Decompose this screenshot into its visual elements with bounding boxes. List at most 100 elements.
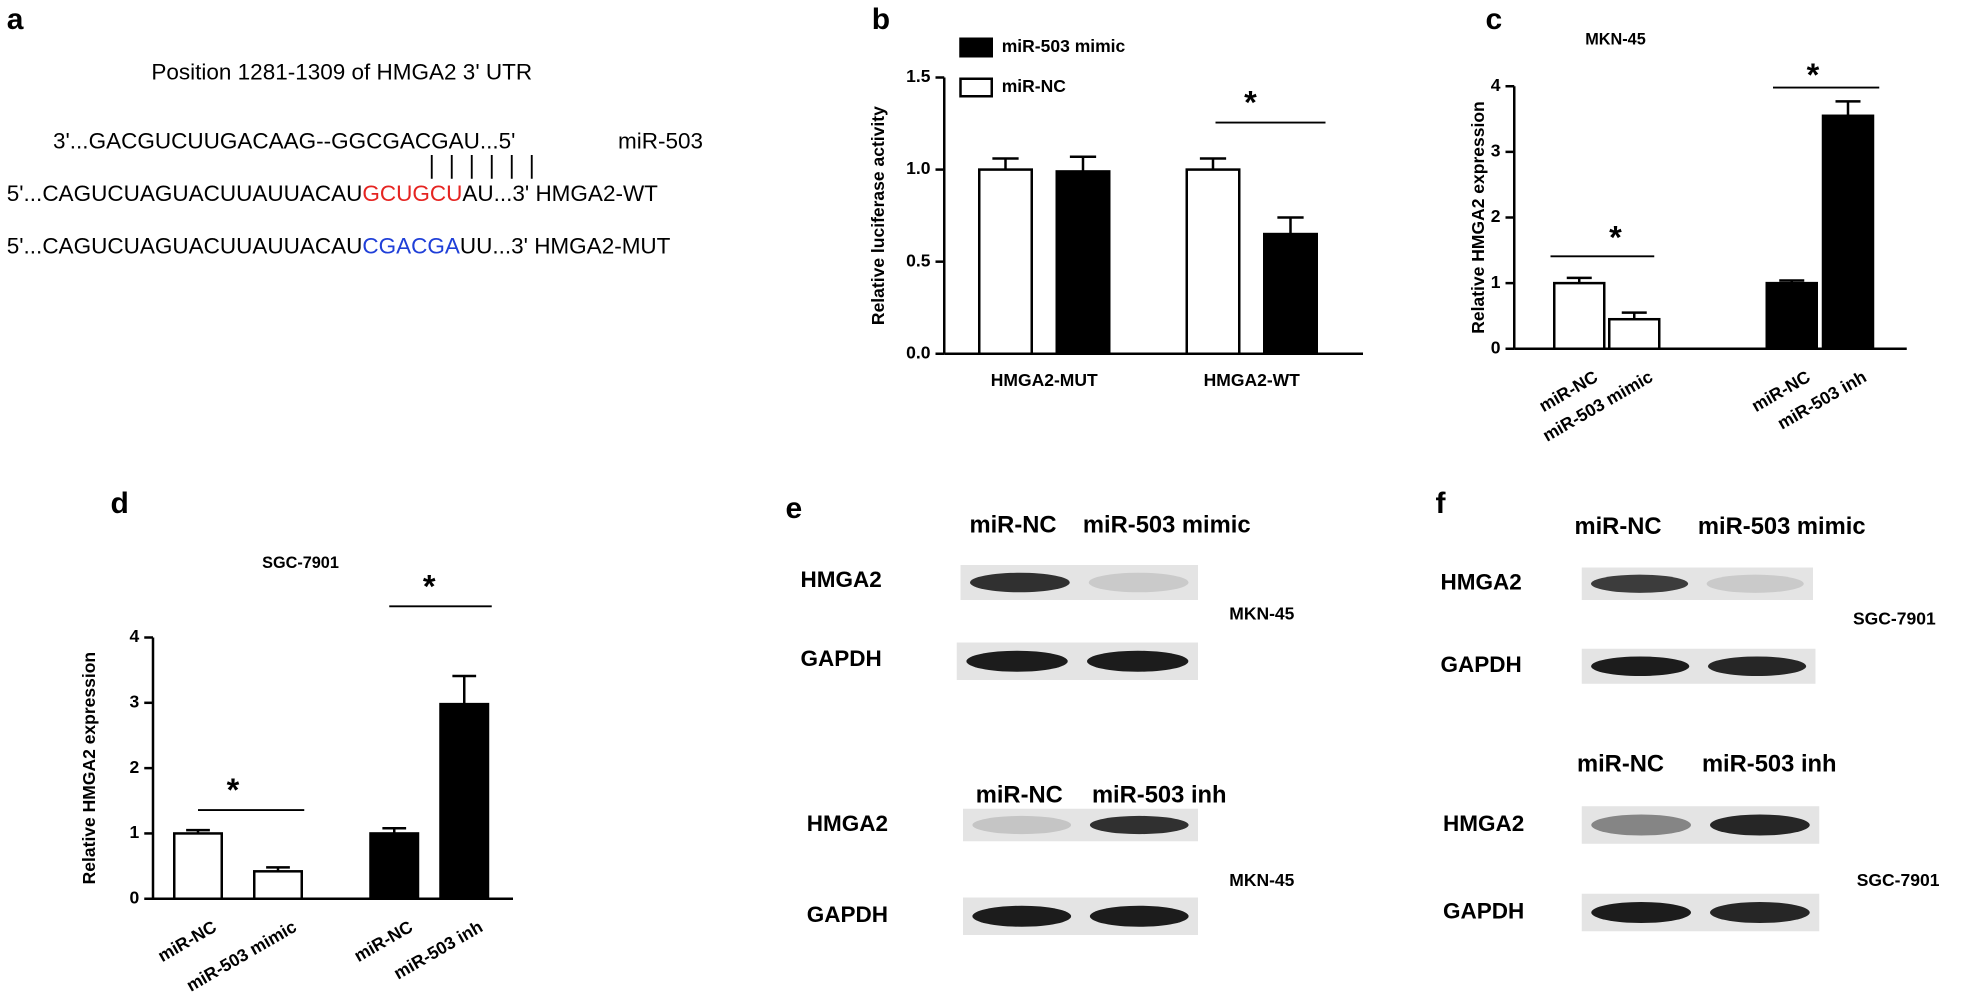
protein-label: GAPDH (807, 902, 888, 927)
y-axis-label: Relative HMGA2 expression (79, 652, 99, 884)
x-tick-label: miR-NC (154, 916, 220, 966)
cell-line-label: MKN-45 (1229, 604, 1294, 624)
wt-sequence: 5'...CAGUCUAGUACUUAUUACAUGCUGCUAU...3' HM… (7, 181, 658, 206)
mut-suffix: UU...3' (460, 233, 528, 258)
y-axis-label: Relative luciferase activity (868, 106, 888, 325)
protein-label: HMGA2 (1443, 811, 1524, 836)
panel-letter: d (111, 487, 129, 520)
y-tick-label: 0.5 (906, 250, 931, 270)
y-axis-label: Relative HMGA2 expression (1468, 101, 1488, 333)
bar (1608, 317, 1661, 350)
chart-title: MKN-45 (1585, 30, 1646, 48)
protein-label: GAPDH (1443, 898, 1524, 923)
bar (172, 832, 223, 900)
blot-band (970, 572, 1070, 593)
bar (253, 870, 303, 900)
bar (369, 832, 420, 900)
x-tick-label: HMGA2-WT (1204, 370, 1301, 390)
legend-swatch (959, 77, 993, 98)
y-tick-label: 2 (1491, 206, 1501, 226)
protein-label: HMGA2 (801, 567, 882, 592)
blot-band (1710, 814, 1810, 836)
y-tick-label: 0 (130, 887, 140, 907)
wt-name: HMGA2-WT (535, 181, 658, 206)
mut-name: HMGA2-MUT (534, 233, 670, 258)
protein-label: HMGA2 (807, 811, 888, 836)
legend-swatch (959, 37, 993, 58)
bar (1263, 232, 1318, 356)
western-blot-panel: e miR-NC miR-503 mimic HMGA2 GAPDH MKN-45 miR-… (786, 492, 1295, 935)
blot-band (972, 905, 1072, 927)
cell-line-label: MKN-45 (1229, 870, 1294, 890)
bar (1821, 114, 1875, 350)
panel-letter: c (1486, 3, 1503, 36)
legend-label: miR-NC (1002, 76, 1067, 96)
lane-label: miR-NC (1577, 750, 1664, 777)
blot-band (1089, 905, 1189, 927)
lane-label: miR-NC (976, 782, 1063, 809)
blot-band (1088, 572, 1189, 593)
western-blot-panel: f miR-NC miR-503 mimic HMGA2 GAPDH SGC-7901 mi… (1436, 487, 1940, 932)
protein-label: GAPDH (1441, 652, 1522, 677)
blot-band (1591, 814, 1691, 836)
y-tick-label: 0.0 (906, 342, 931, 362)
blot-band (1710, 902, 1810, 923)
blot-band (1591, 574, 1689, 593)
sequence-title: Position 1281-1309 of HMGA2 3' UTR (151, 60, 532, 85)
bar (1553, 281, 1606, 350)
protein-label: HMGA2 (1441, 570, 1522, 595)
panel-a: a Position 1281-1309 of HMGA2 3' UTR 3'.… (7, 3, 703, 258)
y-tick-label: 4 (1491, 75, 1501, 95)
protein-label: GAPDH (801, 646, 882, 671)
mut-prefix: 5'...CAGUCUAGUACUUAUUACAU (7, 233, 363, 258)
y-tick-label: 1 (130, 822, 140, 842)
y-tick-label: 2 (130, 757, 140, 777)
y-tick-label: 3 (130, 691, 140, 711)
significance-star: * (423, 568, 436, 604)
y-tick-label: 3 (1491, 141, 1501, 161)
lane-label: miR-503 inh (1702, 750, 1837, 777)
y-tick-label: 4 (130, 626, 140, 646)
lane-label: miR-503 mimic (1698, 513, 1866, 540)
mut-site: CGACGA (362, 233, 460, 258)
blot-band (1087, 650, 1189, 672)
blot-band (1591, 902, 1691, 923)
pairing-lines (430, 155, 533, 179)
cell-line-label: SGC-7901 (1857, 870, 1940, 890)
significance-star: * (227, 772, 240, 808)
blot-band (972, 815, 1072, 835)
mut-sequence: 5'...CAGUCUAGUACUUAUUACAUCGACGAUU...3' HM… (7, 233, 671, 258)
y-tick-label: 1 (1491, 272, 1501, 292)
wt-suffix: AU...3' (462, 181, 529, 206)
chart-title: SGC-7901 (262, 554, 339, 572)
blot-band (1591, 656, 1690, 677)
mirna-sequence: 3'...GACGUCUUGACAAG--GGCGACGAU...5' (53, 128, 515, 153)
bar (1765, 281, 1818, 350)
blot-band (1706, 574, 1804, 593)
lane-label: miR-NC (1574, 513, 1661, 540)
panel-letter: a (7, 3, 24, 36)
y-tick-label: 1.5 (906, 66, 931, 86)
bar (978, 168, 1033, 355)
x-tick-label: HMGA2-MUT (991, 370, 1098, 390)
panel-letter: f (1436, 487, 1447, 520)
blot-band (1089, 815, 1189, 835)
significance-star: * (1244, 85, 1257, 121)
bar (439, 702, 490, 900)
mirna-name: miR-503 (618, 128, 703, 153)
bar (1185, 168, 1241, 355)
bar-chart: d SGC-7901 Relative HMGA2 expression 0 1 2 3 4 m… (79, 487, 513, 995)
wt-site: GCUGCU (362, 181, 462, 206)
legend-label: miR-503 mimic (1002, 36, 1126, 56)
y-tick-label: 1.0 (906, 158, 931, 178)
y-tick-label: 0 (1491, 337, 1501, 357)
bar-chart: b Relative luciferase activity 0.0 0.5 1.0 1.… (868, 3, 1363, 390)
significance-star: * (1807, 57, 1820, 93)
lane-label: miR-503 mimic (1083, 512, 1251, 539)
significance-star: * (1609, 220, 1622, 256)
cell-line-label: SGC-7901 (1853, 609, 1936, 629)
blot-band (1707, 656, 1807, 677)
